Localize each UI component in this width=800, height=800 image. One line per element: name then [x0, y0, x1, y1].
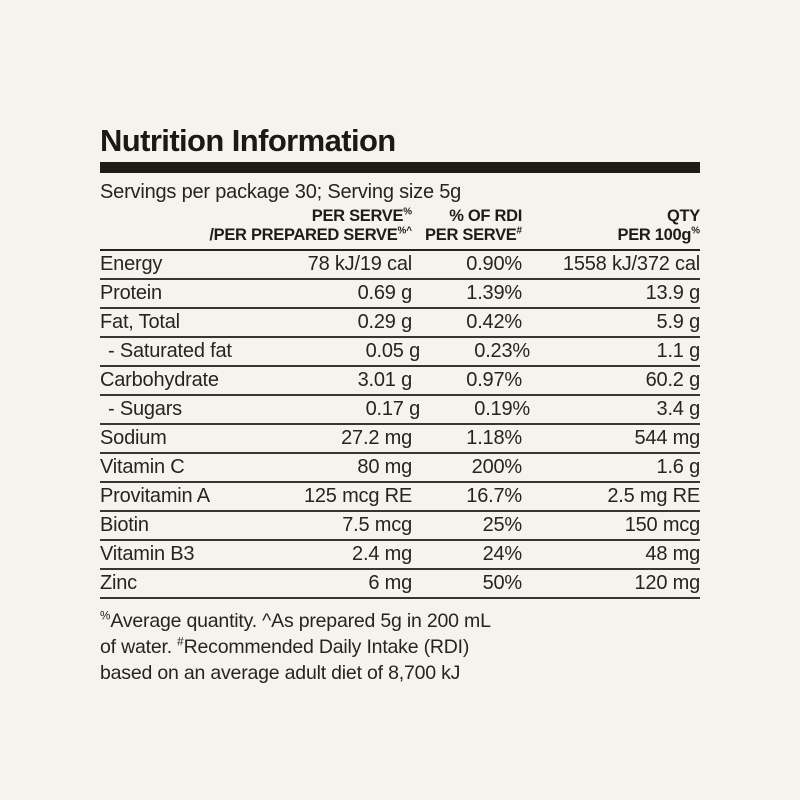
nutrient-name: Biotin: [100, 514, 149, 536]
table-body: Energy 78 kJ/19 cal 0.90% 1558 kJ/372 cal Pr…: [100, 251, 700, 599]
serving-info: Servings per package 30; Serving size 5g: [100, 181, 462, 203]
per-serve-value: 2.4 mg: [352, 543, 412, 565]
per-100g-value: 48 mg: [645, 543, 700, 565]
rdi-value: 50%: [482, 572, 523, 594]
header-line: PER 100g%: [522, 226, 700, 245]
nutrient-name: Vitamin B3: [100, 543, 195, 565]
table-row: Vitamin B3 2.4 mg 24% 48 mg: [100, 541, 700, 570]
header-line: /PER PREPARED SERVE%^: [160, 226, 412, 245]
per-serve-value: 3.01 g: [357, 369, 413, 391]
footnote-line: of water. #Recommended Daily Intake (RDI…: [100, 634, 700, 660]
per-serve-value: 78 kJ/19 cal: [307, 253, 413, 275]
nutrient-name: Protein: [100, 282, 162, 304]
footnote-text: of water.: [100, 636, 178, 658]
table-row: - Sugars 0.17 g 0.19% 3.4 g: [100, 396, 700, 425]
per-100g-value: 1.1 g: [656, 340, 701, 362]
rdi-value: 0.19%: [474, 398, 530, 420]
header-line: PER SERVE#: [412, 226, 522, 245]
rdi-value: 16.7%: [466, 485, 522, 507]
header-text: PER SERVE: [425, 226, 517, 244]
header-line: PER SERVE%: [160, 207, 412, 226]
nutrient-name: - Saturated fat: [108, 340, 232, 362]
per-serve-value: 0.29 g: [357, 311, 413, 333]
header-superscript: %: [691, 225, 700, 237]
per-serve-value: 7.5 mcg: [342, 514, 412, 536]
header-line: QTY: [522, 207, 700, 226]
table-row: Fat, Total 0.29 g 0.42% 5.9 g: [100, 309, 700, 338]
footnote-superscript: #: [177, 635, 184, 649]
nutrient-name: Fat, Total: [100, 311, 180, 333]
table-row: Provitamin A 125 mcg RE 16.7% 2.5 mg RE: [100, 483, 700, 512]
rdi-value: 0.97%: [466, 369, 522, 391]
nutrient-name: Provitamin A: [100, 485, 210, 507]
header-line: % OF RDI: [412, 207, 522, 226]
table-row: Protein 0.69 g 1.39% 13.9 g: [100, 280, 700, 309]
per-serve-value: 125 mcg RE: [303, 485, 412, 507]
table-header-row: PER SERVE%/PER PREPARED SERVE%^ % OF RDI…: [100, 207, 700, 251]
rdi-value: 0.23%: [474, 340, 530, 362]
per-serve-value: 80 mg: [357, 456, 412, 478]
table-row: Sodium 27.2 mg 1.18% 544 mg: [100, 425, 700, 454]
per-100g-value: 544 mg: [634, 427, 700, 449]
footnote-superscript: %: [100, 609, 111, 623]
footnote-line: %Average quantity. ^As prepared 5g in 20…: [100, 608, 700, 634]
table-row: Energy 78 kJ/19 cal 0.90% 1558 kJ/372 cal: [100, 251, 700, 280]
header-text: % OF RDI: [449, 207, 522, 225]
header-text: /PER PREPARED SERVE: [209, 226, 398, 244]
per-serve-value: 27.2 mg: [341, 427, 412, 449]
per-100g-value: 150 mcg: [624, 514, 701, 536]
per-100g-value: 5.9 g: [656, 311, 701, 333]
header-rdi: % OF RDI PER SERVE#: [412, 207, 522, 245]
header-text: PER SERVE: [311, 207, 404, 225]
rdi-value: 1.39%: [466, 282, 522, 304]
table-row: Biotin 7.5 mcg 25% 150 mcg: [100, 512, 700, 541]
header-superscript: %^: [397, 225, 412, 237]
per-100g-value: 2.5 mg RE: [607, 485, 700, 507]
rdi-value: 0.90%: [466, 253, 522, 275]
nutrition-panel: Nutrition Information Servings per packa…: [100, 125, 700, 686]
per-serve-value: 0.05 g: [365, 340, 421, 362]
header-per-serve: PER SERVE%/PER PREPARED SERVE%^: [160, 207, 412, 245]
nutrient-name: Sodium: [100, 427, 167, 449]
nutrient-name: - Sugars: [108, 398, 182, 420]
footnote-text: based on an average adult diet of 8,700 …: [100, 662, 461, 684]
footnotes: %Average quantity. ^As prepared 5g in 20…: [100, 608, 700, 686]
title-divider-bar: [100, 162, 700, 173]
per-serve-value: 0.17 g: [365, 398, 421, 420]
table-row: Zinc 6 mg 50% 120 mg: [100, 570, 700, 599]
per-serve-value: 0.69 g: [357, 282, 413, 304]
header-superscript: #: [516, 225, 523, 237]
footnote-text: Recommended Daily Intake (RDI): [183, 636, 470, 658]
nutrient-name: Zinc: [100, 572, 137, 594]
page-title: Nutrition Information: [100, 123, 396, 158]
per-100g-value: 60.2 g: [645, 369, 701, 391]
nutrient-name: Carbohydrate: [100, 369, 219, 391]
per-serve-value: 6 mg: [368, 572, 412, 594]
rdi-value: 1.18%: [466, 427, 522, 449]
header-text: PER 100g: [617, 226, 692, 244]
header-superscript: %: [403, 206, 412, 218]
rdi-value: 24%: [482, 543, 523, 565]
footnote-line: based on an average adult diet of 8,700 …: [100, 660, 700, 686]
header-qty: QTY PER 100g%: [522, 207, 700, 245]
rdi-value: 0.42%: [466, 311, 522, 333]
nutrition-table: PER SERVE%/PER PREPARED SERVE%^ % OF RDI…: [100, 207, 700, 599]
header-text: QTY: [666, 207, 700, 225]
table-row: - Saturated fat 0.05 g 0.23% 1.1 g: [100, 338, 700, 367]
table-row: Carbohydrate 3.01 g 0.97% 60.2 g: [100, 367, 700, 396]
per-100g-value: 3.4 g: [656, 398, 701, 420]
rdi-value: 200%: [471, 456, 523, 478]
table-row: Vitamin C 80 mg 200% 1.6 g: [100, 454, 700, 483]
rdi-value: 25%: [482, 514, 523, 536]
per-100g-value: 1558 kJ/372 cal: [562, 253, 700, 275]
nutrient-name: Energy: [100, 253, 163, 275]
per-100g-value: 120 mg: [634, 572, 700, 594]
footnote-text: Average quantity. ^As prepared 5g in 200…: [110, 610, 491, 632]
per-100g-value: 13.9 g: [645, 282, 701, 304]
nutrient-name: Vitamin C: [100, 456, 185, 478]
per-100g-value: 1.6 g: [656, 456, 701, 478]
